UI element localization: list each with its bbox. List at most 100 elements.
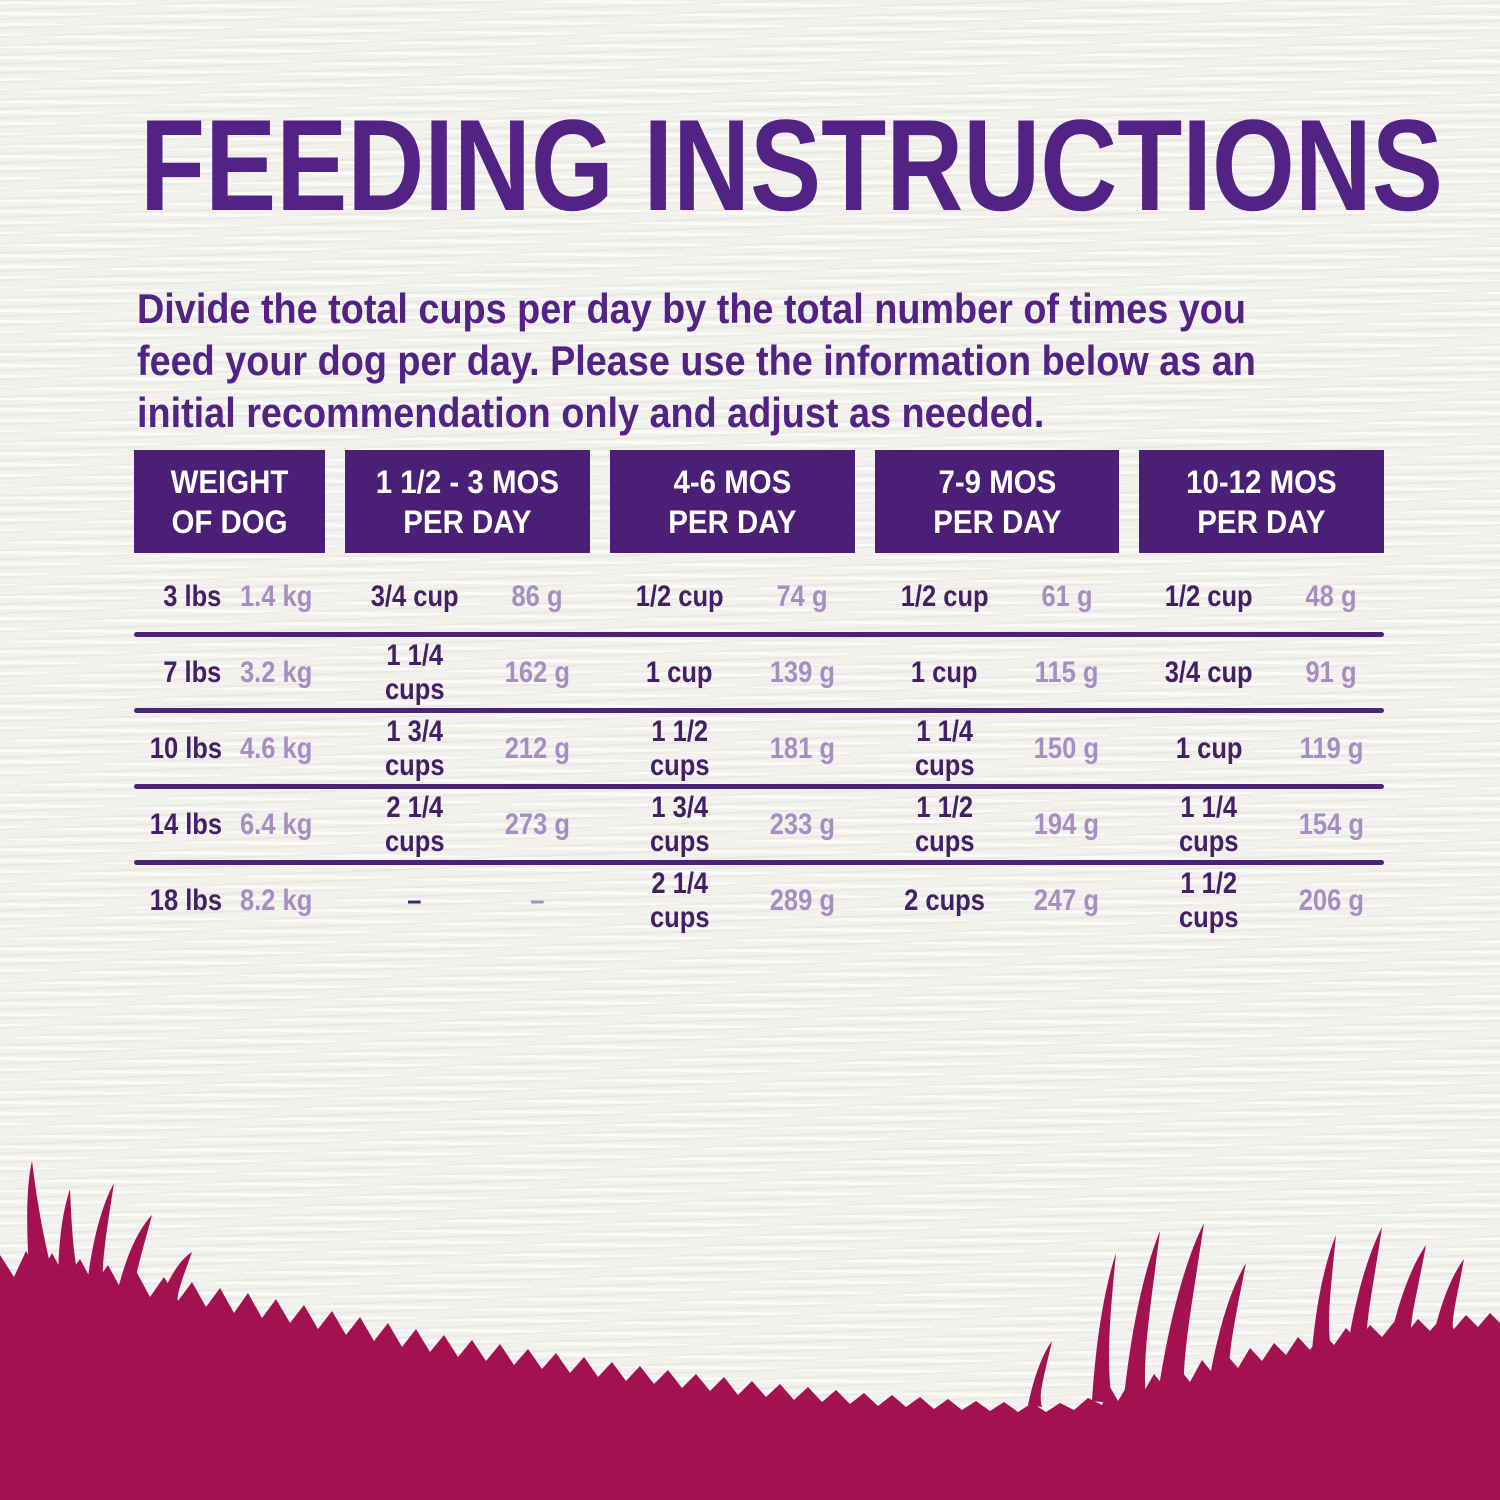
weight-cell: 3 lbs 1.4 kg (134, 580, 325, 614)
grams-value: 48 g (1305, 579, 1357, 613)
cups-value: 1/2 cup (1165, 579, 1253, 613)
cups-value: 1 1/2 cups (1179, 866, 1239, 934)
weight-kg-value: 4.6 kg (239, 731, 313, 765)
serving-cell: 1 1/2 cups 194 g (875, 791, 1120, 859)
grams-value: 289 g (769, 883, 835, 917)
serving-cell: 1 1/4 cups 150 g (875, 715, 1120, 783)
cups-value: 1 1/2 cups (914, 790, 975, 858)
column-header-label: PER DAY (932, 503, 1061, 540)
serving-cell: 1/2 cup 74 g (610, 580, 855, 614)
serving-cell: 1 1/2 cups 181 g (610, 715, 855, 783)
column-header-10-12-mos: 10-12 MOS PER DAY (1139, 450, 1384, 553)
serving-cell: 1 cup 139 g (610, 656, 855, 690)
page-title: FEEDING INSTRUCTIONS (140, 92, 1443, 238)
weight-cell: 14 lbs 6.4 kg (134, 808, 325, 842)
cups-value: 1 1/2 cups (649, 714, 710, 782)
cups-value: 1/2 cup (900, 579, 989, 613)
feeding-table: WEIGHT OF DOG 1 1/2 - 3 MOS PER DAY 4-6 … (134, 450, 1384, 936)
table-row: 14 lbs 6.4 kg 2 1/4 cups 273 g 1 3/4 cup… (134, 789, 1384, 860)
table-header-row: WEIGHT OF DOG 1 1/2 - 3 MOS PER DAY 4-6 … (134, 450, 1384, 553)
table-row: 10 lbs 4.6 kg 1 3/4 cups 212 g 1 1/2 cup… (134, 713, 1384, 784)
weight-cell: 10 lbs 4.6 kg (134, 732, 325, 766)
weight-cell: 18 lbs 8.2 kg (134, 884, 325, 918)
weight-lbs-value: 3 lbs (163, 579, 222, 613)
serving-cell: 2 1/4 cups 289 g (610, 867, 855, 935)
grams-value: 115 g (1034, 655, 1099, 689)
cups-value: 1 3/4 cups (649, 790, 710, 858)
cups-value: 1 3/4 cups (384, 714, 445, 782)
serving-cell: 1 3/4 cups 212 g (345, 715, 590, 783)
cups-value: 1 cup (646, 655, 713, 689)
column-header-4-6-mos: 4-6 MOS PER DAY (609, 450, 855, 553)
cups-value: 3/4 cup (370, 579, 459, 613)
serving-cell: 2 1/4 cups 273 g (345, 791, 590, 859)
grams-value: 194 g (1034, 807, 1100, 841)
row-separator (134, 860, 1384, 865)
row-separator (134, 632, 1384, 637)
serving-cell: 1 1/4 cups 154 g (1139, 791, 1384, 859)
grams-value: 150 g (1034, 731, 1100, 765)
weight-lbs-value: 18 lbs (149, 883, 222, 917)
weight-cell: 7 lbs 3.2 kg (134, 656, 325, 690)
column-header-label: 7-9 MOS (937, 463, 1056, 500)
weight-lbs-value: 7 lbs (163, 655, 222, 689)
table-row: 3 lbs 1.4 kg 3/4 cup 86 g 1/2 cup 74 g 1… (134, 561, 1384, 632)
serving-cell: 3/4 cup 86 g (345, 580, 590, 614)
grams-value: 154 g (1298, 807, 1364, 841)
column-header-label: PER DAY (403, 503, 532, 540)
column-header-label: PER DAY (668, 503, 797, 540)
column-header-label: WEIGHT (170, 463, 289, 500)
column-header-label: 4-6 MOS (673, 463, 792, 500)
serving-cell: 3/4 cup 91 g (1139, 656, 1384, 690)
intro-line-1: Divide the total cups per day by the tot… (137, 285, 1246, 332)
grams-value: 86 g (511, 579, 563, 613)
cups-value: 2 cups (903, 883, 985, 917)
grams-value: 162 g (504, 655, 570, 689)
column-header-label: 1 1/2 - 3 MOS (375, 463, 560, 500)
grams-value: – (530, 883, 545, 917)
grams-value: 74 g (776, 579, 828, 613)
cups-value: 1 1/4 cups (1179, 790, 1239, 858)
column-header-7-9-mos: 7-9 MOS PER DAY (874, 450, 1120, 553)
table-row: 18 lbs 8.2 kg – – 2 1/4 cups 289 g 2 cup… (134, 865, 1384, 936)
grams-value: 91 g (1305, 655, 1357, 689)
column-header-label: 10-12 MOS (1186, 463, 1337, 500)
serving-cell: 1/2 cup 48 g (1139, 580, 1384, 614)
intro-text: Divide the total cups per day by the tot… (137, 283, 1380, 439)
grams-value: 61 g (1041, 579, 1093, 613)
cups-value: 1 cup (1175, 731, 1243, 765)
serving-cell: 1/2 cup 61 g (875, 580, 1120, 614)
grams-value: 181 g (769, 731, 835, 765)
serving-cell: – – (345, 884, 590, 918)
weight-kg-value: 8.2 kg (239, 883, 313, 917)
grams-value: 206 g (1298, 883, 1364, 917)
weight-kg-value: 3.2 kg (239, 655, 313, 689)
cups-value: 1 1/4 cups (914, 714, 975, 782)
column-header-label: PER DAY (1197, 503, 1326, 540)
cups-value: 3/4 cup (1165, 655, 1253, 689)
serving-cell: 1 cup 119 g (1139, 732, 1384, 766)
grams-value: 273 g (504, 807, 570, 841)
serving-cell: 1 cup 115 g (875, 656, 1120, 690)
grams-value: 233 g (769, 807, 835, 841)
grams-value: 212 g (504, 731, 570, 765)
cups-value: 1/2 cup (635, 579, 724, 613)
serving-cell: 1 3/4 cups 233 g (610, 791, 855, 859)
grams-value: 247 g (1034, 883, 1100, 917)
weight-lbs-value: 14 lbs (149, 807, 222, 841)
column-header-label: OF DOG (171, 503, 288, 540)
intro-line-2: feed your dog per day. Please use the in… (137, 337, 1256, 384)
cups-value: – (407, 883, 422, 917)
cups-value: 2 1/4 cups (384, 790, 445, 858)
serving-cell: 1 1/4 cups 162 g (345, 639, 590, 707)
weight-lbs-value: 10 lbs (149, 731, 222, 765)
column-header-1-5-to-3-mos: 1 1/2 - 3 MOS PER DAY (345, 450, 590, 553)
column-header-weight: WEIGHT OF DOG (134, 450, 325, 553)
intro-line-3: initial recommendation only and adjust a… (137, 389, 1045, 436)
cups-value: 1 1/4 cups (384, 638, 445, 706)
row-separator (134, 784, 1384, 789)
cups-value: 1 cup (910, 655, 978, 689)
serving-cell: 1 1/2 cups 206 g (1139, 867, 1384, 935)
weight-kg-value: 1.4 kg (239, 579, 313, 613)
